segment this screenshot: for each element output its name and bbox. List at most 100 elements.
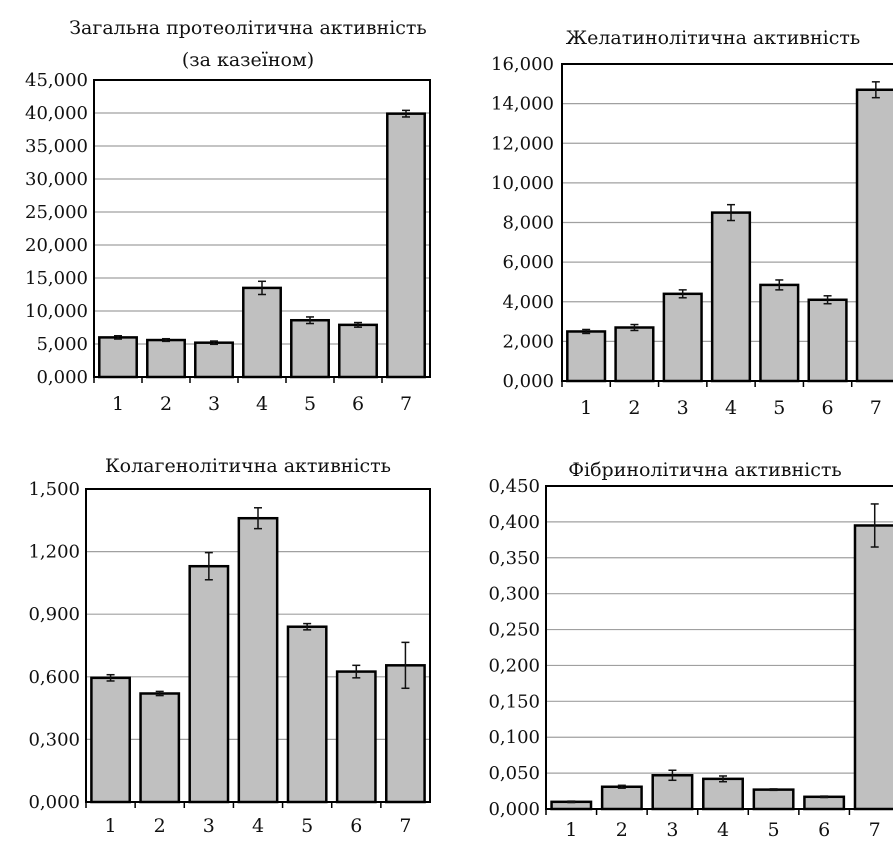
bar <box>335 670 377 804</box>
x-axis-ticks: 1 2 3 4 5 6 7 <box>85 802 411 837</box>
y-tick-label: 45,000 <box>25 70 88 91</box>
y-tick-label: 0,300 <box>488 584 540 605</box>
x-tick-label: 5 <box>304 393 316 415</box>
chart-gelatinolytic: Желатинолітична активність 0,000 2,000 4,0… <box>491 27 893 419</box>
y-tick-label: 12,000 <box>491 133 554 154</box>
x-tick-label: 7 <box>869 819 881 841</box>
y-axis-ticks: 0,000 0,300 0,600 0,900 1,200 1,500 <box>28 479 80 813</box>
x-axis-ticks: 1 2 3 4 5 6 7 <box>545 809 881 841</box>
error-bar <box>402 109 410 118</box>
y-tick-label: 0,600 <box>28 667 80 688</box>
x-tick-label: 4 <box>717 819 729 841</box>
y-tick-label: 5,000 <box>36 334 88 355</box>
y-tick-label: 0,450 <box>488 476 540 497</box>
y-tick-label: 10,000 <box>491 173 554 194</box>
bar <box>803 795 846 811</box>
x-tick-label: 4 <box>725 397 737 419</box>
error-bar <box>668 769 677 782</box>
chart-fibrinolytic: Фібринолітична активність 0,000 0,050 0,10… <box>488 459 893 841</box>
plot-frame <box>93 79 431 378</box>
bar <box>614 326 655 383</box>
bars <box>566 81 893 383</box>
y-tick-label: 4,000 <box>502 292 554 313</box>
chart-title: Колагенолітична активність <box>105 455 391 477</box>
bar <box>98 336 138 379</box>
bar <box>855 88 893 383</box>
y-tick-label: 1,500 <box>28 479 80 500</box>
error-bar <box>352 664 361 679</box>
y-tick-label: 8,000 <box>502 213 554 234</box>
x-tick-label: 2 <box>628 397 640 419</box>
x-tick-label: 1 <box>580 397 592 419</box>
grid-lines <box>94 112 430 345</box>
error-bar <box>106 673 115 682</box>
y-tick-label: 15,000 <box>25 268 88 289</box>
x-tick-label: 6 <box>352 393 364 415</box>
chart-title: Загальна протеолітична активність <box>69 17 427 39</box>
error-bar <box>306 316 314 325</box>
error-bar <box>210 340 218 346</box>
x-tick-label: 5 <box>773 397 785 419</box>
y-tick-label: 0,000 <box>488 799 540 820</box>
y-tick-label: 14,000 <box>491 94 554 115</box>
error-bar <box>303 622 312 631</box>
error-bar <box>401 641 410 690</box>
plot-frame <box>561 63 893 382</box>
error-bar <box>775 279 784 291</box>
y-tick-label: 0,000 <box>28 792 80 813</box>
y-tick-label: 35,000 <box>25 136 88 157</box>
error-bar <box>678 289 687 299</box>
bar <box>386 112 426 379</box>
error-bar <box>204 551 213 581</box>
y-tick-label: 0,050 <box>488 763 540 784</box>
bar <box>702 777 744 811</box>
error-bar <box>254 507 262 530</box>
bar <box>290 318 330 379</box>
error-bar <box>630 323 639 332</box>
x-tick-label: 2 <box>160 393 172 415</box>
x-tick-label: 1 <box>112 393 124 415</box>
chart-subtitle: (за казеїном) <box>182 49 314 71</box>
x-tick-label: 4 <box>256 393 268 415</box>
chart-title: Фібринолітична активність <box>568 459 841 481</box>
x-tick-label: 1 <box>105 815 117 837</box>
x-tick-label: 2 <box>616 819 628 841</box>
y-tick-label: 20,000 <box>25 235 88 256</box>
bar <box>566 330 607 383</box>
y-tick-label: 0,300 <box>28 729 80 750</box>
bar <box>807 298 848 383</box>
error-bar <box>155 690 164 697</box>
y-tick-label: 0,350 <box>488 548 540 569</box>
y-axis-ticks: 0,000 2,000 4,000 6,000 8,000 10,000 12,000 14,… <box>491 54 554 392</box>
x-tick-label: 3 <box>208 393 220 415</box>
y-tick-label: 30,000 <box>25 169 88 190</box>
y-tick-label: 0,150 <box>488 691 540 712</box>
y-tick-label: 2,000 <box>502 331 554 352</box>
bars <box>550 503 893 811</box>
error-bar <box>820 795 829 799</box>
x-axis-ticks: 1 2 3 4 5 6 7 <box>93 377 412 415</box>
error-bar <box>871 81 880 99</box>
error-bar <box>258 280 266 296</box>
bar <box>242 286 282 379</box>
y-tick-label: 6,000 <box>502 252 554 273</box>
chart-collagenolytic: Колагенолітична активність 0,000 0,300 0,6… <box>28 455 431 837</box>
x-tick-label: 6 <box>822 397 834 419</box>
error-bar <box>582 328 591 335</box>
plot-frame <box>545 485 893 810</box>
bars <box>90 507 426 804</box>
bar <box>194 341 234 379</box>
y-tick-label: 0,200 <box>488 655 540 676</box>
error-bar <box>354 321 362 328</box>
x-axis-ticks: 1 2 3 4 5 6 7 <box>561 381 882 419</box>
x-tick-label: 2 <box>154 815 166 837</box>
error-bar <box>719 775 727 783</box>
bar <box>90 676 131 804</box>
plot-frame <box>85 488 431 803</box>
bar <box>752 788 795 811</box>
y-tick-label: 0,000 <box>36 367 88 388</box>
bar <box>146 338 186 379</box>
error-bar <box>870 503 879 548</box>
x-tick-label: 6 <box>818 819 830 841</box>
bar <box>759 283 800 383</box>
